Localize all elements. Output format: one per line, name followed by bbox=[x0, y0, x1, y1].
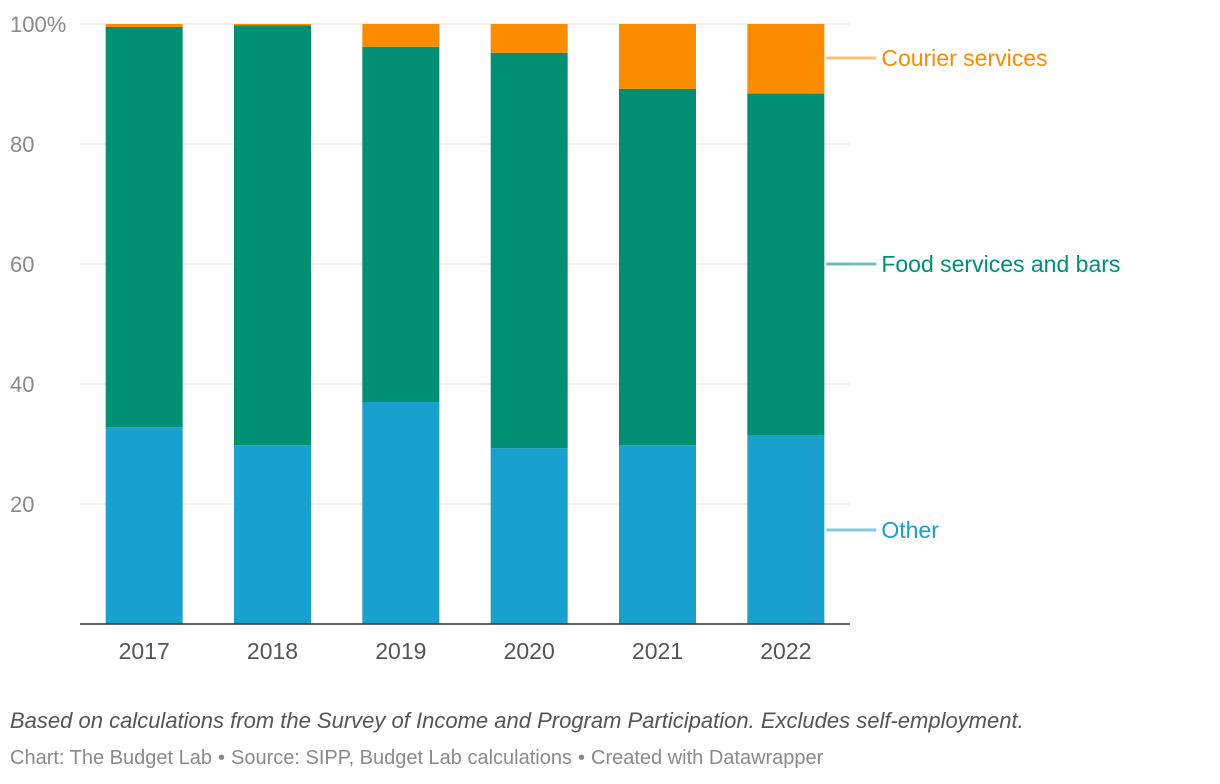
bar-segment-food-services-and-bars bbox=[234, 25, 311, 446]
bar-segment-food-services-and-bars bbox=[619, 88, 696, 446]
x-tick-label: 2017 bbox=[119, 638, 170, 664]
y-tick-label: 40 bbox=[10, 372, 34, 397]
chart-footer: Chart: The Budget Lab • Source: SIPP, Budg… bbox=[10, 747, 823, 770]
y-tick-label: 20 bbox=[10, 492, 34, 517]
legend-label-courier-services: Courier services bbox=[881, 45, 1047, 71]
x-tick-label: 2019 bbox=[375, 638, 426, 664]
chart-notes: Based on calculations from the Survey of… bbox=[10, 708, 1024, 733]
x-axis-ticks: 2017 2018 2019 2020 2021 2022 bbox=[119, 638, 812, 664]
bar-segment-courier-services bbox=[234, 24, 311, 26]
bar-segment-other bbox=[619, 445, 696, 624]
footer-separator: • bbox=[218, 747, 226, 769]
bar-segment-food-services-and-bars bbox=[105, 27, 183, 428]
bar-segment-courier-services bbox=[490, 24, 568, 53]
bar-segment-food-services-and-bars bbox=[362, 46, 440, 403]
footer-source: Source: SIPP, Budget Lab calculations bbox=[231, 747, 572, 769]
bar-segment-food-services-and-bars bbox=[490, 52, 568, 449]
y-tick-label: 60 bbox=[10, 252, 34, 277]
legend: Other Food services and bars Courier servi… bbox=[826, 45, 1120, 543]
footer-created-with: Created with Datawrapper bbox=[591, 747, 824, 769]
bar-segment-other bbox=[490, 448, 568, 624]
bar-segment-food-services-and-bars bbox=[747, 93, 825, 435]
footer-separator: • bbox=[577, 747, 585, 769]
y-tick-label: 80 bbox=[10, 132, 34, 157]
footer-chart-credit: Chart: The Budget Lab bbox=[10, 747, 212, 769]
legend-label-food-services-and-bars: Food services and bars bbox=[881, 251, 1120, 277]
bar-segment-courier-services bbox=[362, 24, 440, 47]
bars bbox=[105, 24, 825, 624]
x-tick-label: 2022 bbox=[760, 638, 811, 664]
x-tick-label: 2020 bbox=[504, 638, 555, 664]
bar-segment-courier-services bbox=[619, 24, 696, 89]
bar-segment-courier-services bbox=[105, 24, 183, 27]
y-axis-ticks: 20 40 60 80 100% bbox=[10, 12, 66, 517]
stacked-bar-chart: 20 40 60 80 100% 2017 2018 2019 2020 2021 2022 Ot… bbox=[10, 12, 1120, 664]
y-tick-label: 100% bbox=[10, 12, 66, 37]
bar-segment-other bbox=[747, 435, 825, 624]
gridlines bbox=[80, 23, 850, 505]
bar-segment-other bbox=[105, 427, 183, 624]
bar-segment-courier-services bbox=[747, 24, 825, 94]
bar-segment-other bbox=[234, 445, 311, 624]
x-tick-label: 2018 bbox=[247, 638, 298, 664]
legend-label-other: Other bbox=[881, 517, 939, 543]
x-tick-label: 2021 bbox=[632, 638, 683, 664]
bar-segment-other bbox=[362, 402, 440, 624]
